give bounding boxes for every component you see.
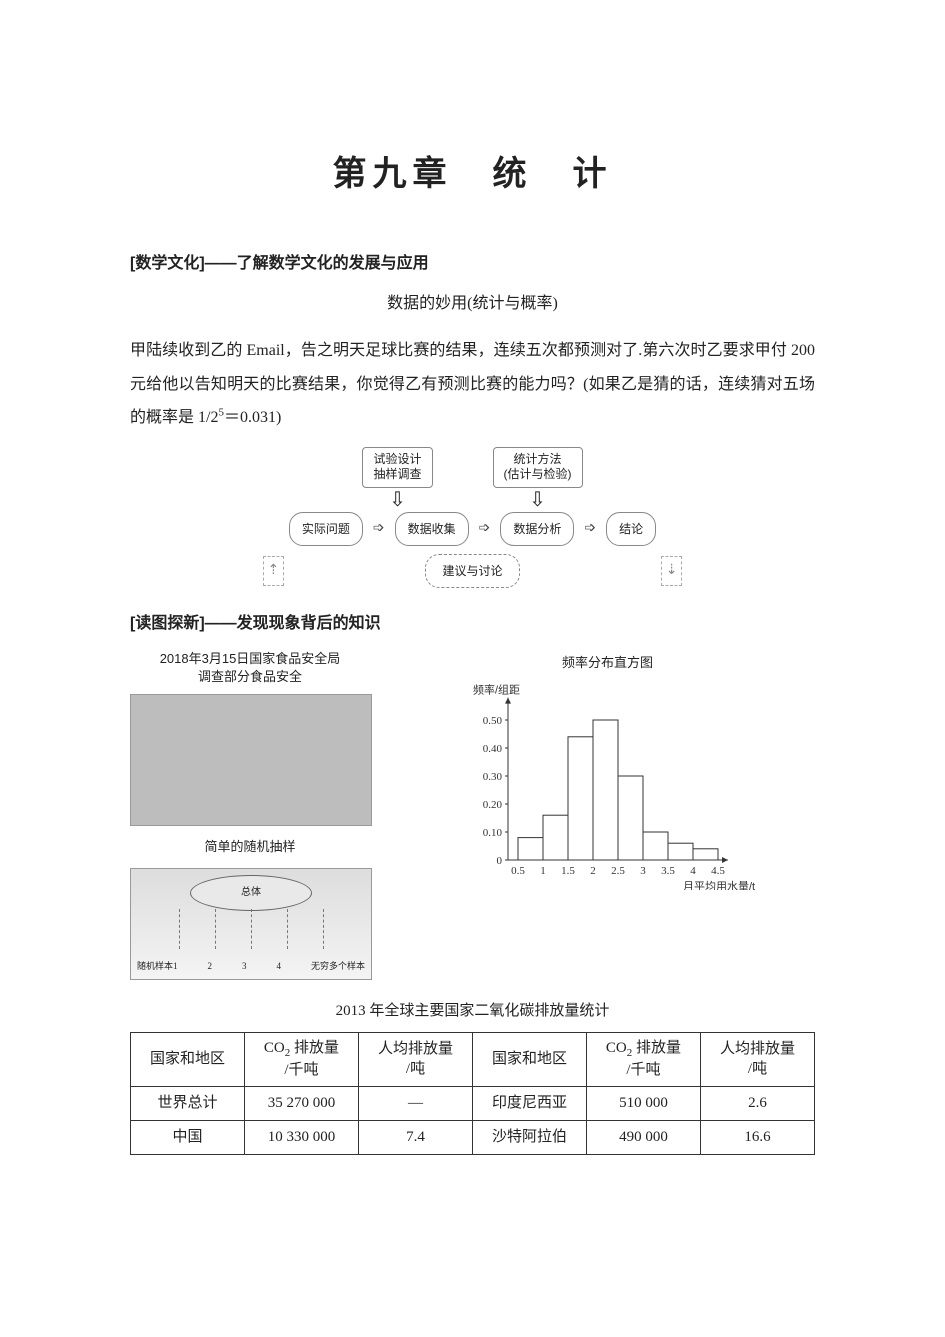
table-cell: 510 000 [586,1087,700,1121]
table-cell: 世界总计 [131,1087,245,1121]
svg-text:1.5: 1.5 [561,865,575,877]
header-unit: /吨 [748,1061,767,1077]
svg-text:4: 4 [690,865,696,877]
table-title: 2013 年全球主要国家二氧化碳排放量统计 [130,996,815,1026]
flowchart-node: 数据分析 [500,512,574,546]
caption-line: 调查部分食品安全 [130,668,370,686]
header-unit: /吨 [406,1061,425,1077]
svg-text:0.50: 0.50 [482,715,502,727]
table-cell: 16.6 [700,1121,814,1155]
svg-text:3: 3 [640,865,646,877]
header-line: 人均排放量 [720,1041,795,1057]
header-line: CO2 排放量 [606,1040,681,1056]
table-cell: 490 000 [586,1121,700,1155]
svg-text:0.30: 0.30 [482,771,502,783]
header-line: 人均排放量 [378,1041,453,1057]
section1-head: [数学文化]——了解数学文化的发展与应用 [130,248,815,280]
sampling-population: 总体 [190,875,312,911]
svg-text:0.40: 0.40 [482,743,502,755]
table-header: CO2 排放量 /千吨 [244,1033,358,1087]
svg-text:频率/组距: 频率/组距 [473,683,520,697]
sample-label: 4 [276,957,281,975]
section1-paragraph: 甲陆续收到乙的 Email，告之明天足球比赛的结果，连续五次都预测对了.第六次时… [130,334,815,435]
section1-subtitle: 数据的妙用(统计与概率) [130,288,815,320]
svg-text:2.5: 2.5 [611,865,625,877]
histogram-chart: 频率/组距 0 0.10 0.20 0.30 0.40 0.50 0.5 1 1.5 2 2.5 3 3.… [458,680,758,890]
flowchart-node: 数据收集 [395,512,469,546]
down-arrow-icon: ⇩ [389,490,406,510]
sampling-caption: 简单的随机抽样 [130,834,370,860]
sampling-diagram: 总体 随机样本1 2 3 4 无穷多个样本 [130,868,372,980]
paragraph-text-tail: ＝0.031) [224,409,281,426]
sample-label: 3 [242,957,247,975]
table-cell: 35 270 000 [244,1087,358,1121]
table-row: 世界总计35 270 000—印度尼西亚510 0002.6 [131,1087,815,1121]
svg-text:0.20: 0.20 [482,799,502,811]
caption-line: 2018年3月15日国家食品安全局 [130,650,370,668]
flowchart-node-dashed: 建议与讨论 [425,554,519,588]
co2-table: 国家和地区 CO2 排放量 /千吨 人均排放量 /吨 国家和地区 [130,1032,815,1155]
down-arrow-icon: ⇩ [529,490,546,510]
svg-text:月平均用水量/t: 月平均用水量/t [683,880,755,890]
table-header: 国家和地区 [472,1033,586,1087]
table-cell: — [359,1087,473,1121]
right-arrow-icon: ➩ [479,515,491,543]
table-header: CO2 排放量 /千吨 [586,1033,700,1087]
table-cell: 沙特阿拉伯 [472,1121,586,1155]
svg-text:0: 0 [496,855,502,867]
svg-text:1: 1 [540,865,546,877]
table-cell: 7.4 [359,1121,473,1155]
sample-label: 2 [208,957,213,975]
svg-text:3.5: 3.5 [661,865,675,877]
table-cell: 印度尼西亚 [472,1087,586,1121]
flowchart-label: 试验设计 [373,452,421,468]
photo-placeholder [130,694,372,826]
svg-text:0.5: 0.5 [511,865,525,877]
header-unit: /千吨 [626,1062,660,1078]
table-row: 中国10 330 0007.4沙特阿拉伯490 00016.6 [131,1121,815,1155]
flowchart-box-top-left: 试验设计 抽样调查 [362,447,432,488]
histogram-title: 频率分布直方图 [562,650,653,676]
header-line: CO2 排放量 [264,1040,339,1056]
section2-head: [读图探新]——发现现象背后的知识 [130,608,815,640]
chapter-title: 第九章 统 计 [130,140,815,208]
sample-label: 无穷多个样本 [311,957,365,975]
right-arrow-icon: ➩ [584,515,596,543]
flowchart: 试验设计 抽样调查 ⇩ 统计方法 (估计与检验) ⇩ 实际问题 ➩ 数据收集 [263,447,683,588]
flowchart-label: (估计与检验) [504,467,572,483]
svg-text:0.10: 0.10 [482,827,502,839]
header-unit: /千吨 [284,1062,318,1078]
table-cell: 10 330 000 [244,1121,358,1155]
dashed-down-arrow-icon: ⇣ [661,556,683,586]
dashed-up-arrow-icon: ⇡ [263,556,285,586]
sample-label: 随机样本1 [137,957,178,975]
table-cell: 中国 [131,1121,245,1155]
flowchart-label: 统计方法 [504,452,572,468]
table-header: 国家和地区 [131,1033,245,1087]
flowchart-node: 实际问题 [289,512,363,546]
table-cell: 2.6 [700,1087,814,1121]
photo-caption: 2018年3月15日国家食品安全局 调查部分食品安全 [130,650,370,686]
flowchart-box-top-right: 统计方法 (估计与检验) [493,447,583,488]
flowchart-node: 结论 [606,512,656,546]
svg-text:4.5: 4.5 [711,865,725,877]
table-header: 人均排放量 /吨 [700,1033,814,1087]
table-header: 人均排放量 /吨 [359,1033,473,1087]
svg-text:2: 2 [590,865,596,877]
right-arrow-icon: ➩ [373,515,385,543]
flowchart-label: 抽样调查 [373,467,421,483]
